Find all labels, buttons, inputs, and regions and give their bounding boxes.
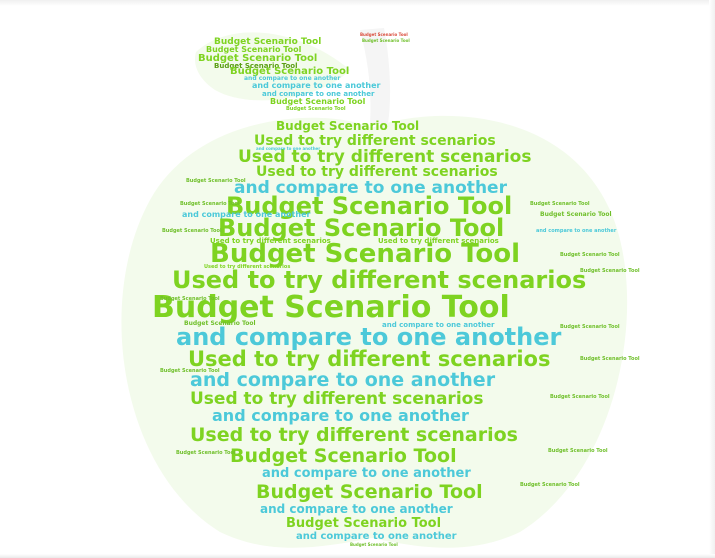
filler-4: Budget Scenario Tool [162,228,222,234]
leaf-word-9: Budget Scenario Tool [270,97,366,106]
body-line-8: Budget Scenario Tool [210,239,520,269]
leaf-word-5: Budget Scenario Tool [230,66,349,77]
filler-21: Budget Scenario Tool [176,450,236,456]
body-line-1: Budget Scenario Tool [276,119,419,133]
filler-7: Budget Scenario Tool [530,201,590,207]
leaf-word-7: and compare to one another [252,81,381,90]
body-line-15: and compare to one another [212,406,469,425]
filler-12: Used to try different scenarios [204,264,290,270]
filler-13: Budget Scenario Tool [160,296,220,302]
body-line-22: and compare to one another [296,531,457,542]
body-line-7: Budget Scenario Tool [218,214,504,242]
filler-9: and compare to one another [536,228,617,234]
leaf-word-4: Budget Scenario Tool [214,62,297,70]
filler-11: Budget Scenario Tool [580,268,640,274]
body-line-21: Budget Scenario Tool [286,516,441,531]
filler-19: Budget Scenario Tool [550,394,610,400]
body-line-5: and compare to one another [234,178,508,198]
filler-24: Budget Scenario Tool [350,542,398,547]
filler-1: Budget Scenario Tool [186,178,246,184]
body-line-12: Used to try different scenarios [188,347,551,371]
body-line-18: and compare to one another [262,466,471,481]
body-line-17: Budget Scenario Tool [230,445,457,467]
filler-20: Budget Scenario Tool [548,448,608,454]
filler-23: Budget Scenario Tool [520,482,580,488]
leaf-word-6: and compare to one another [244,75,340,82]
body-line-10: Budget Scenario Tool [152,290,510,325]
apple-stem [360,28,391,124]
leaf-word-10: Budget Scenario Tool [286,106,346,112]
body-line-14: Used to try different scenarios [190,389,483,409]
filler-17: Budget Scenario Tool [580,356,640,362]
body-line-4: Used to try different scenarios [256,164,498,180]
filler-8: Budget Scenario Tool [540,211,612,218]
filler-10: Budget Scenario Tool [560,252,620,258]
filler-15: and compare to one another [382,321,495,329]
body-line-2: Used to try different scenarios [254,133,496,149]
leaf-word-3: Budget Scenario Tool [198,53,317,64]
body-line-9: Used to try different scenarios [172,266,586,294]
filler-16: Budget Scenario Tool [560,324,620,330]
filler-18: Budget Scenario Tool [160,368,220,374]
filler-2: Budget Scenario Tool [180,201,240,207]
body-line-20: and compare to one another [260,502,453,516]
apple-body-shape [121,115,628,548]
filler-5: Used to try different scenarios [378,237,499,245]
body-line-3: Used to try different scenarios [238,147,531,167]
apple-leaf-shape [194,32,350,101]
leaf-word-1: Budget Scenario Tool [214,37,321,47]
top-edge-shadow [0,0,715,6]
filler-14: Budget Scenario Tool [184,320,256,327]
body-line-13: and compare to one another [190,369,496,391]
stem-word-2: Budget Scenario Tool [362,38,410,43]
body-line-19: Budget Scenario Tool [256,481,483,503]
body-line-16: Used to try different scenarios [190,424,518,446]
leaf-word-8: and compare to one another [262,90,375,98]
right-edge-shadow [709,0,715,558]
stem-word-1: Budget Scenario Tool [360,32,408,37]
bottom-edge-shadow [0,554,715,558]
filler-6: Used to try different scenarios [210,237,331,245]
filler-22: and compare to one another [256,146,320,151]
body-line-6: Budget Scenario Tool [226,192,512,220]
leaf-word-2: Budget Scenario Tool [206,45,302,54]
body-line-11: and compare to one another [176,323,562,351]
filler-3: and compare to one another [182,210,311,219]
